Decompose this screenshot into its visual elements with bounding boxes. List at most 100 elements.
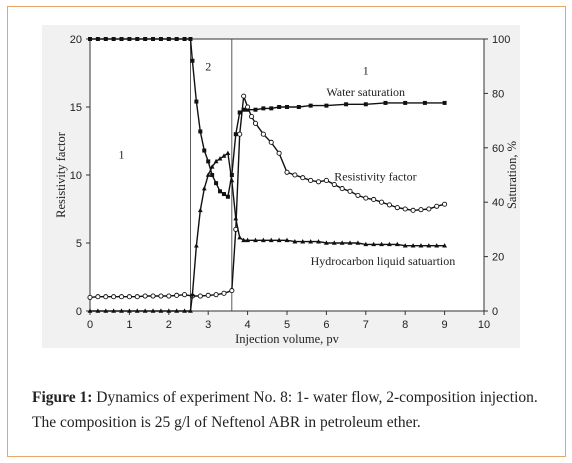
hydrocarbon-liquid-satuartion-point — [308, 239, 314, 244]
water-saturation-point — [229, 173, 234, 177]
hydrocarbon-liquid-satuartion-point — [119, 308, 124, 313]
hydrocarbon-liquid-satuartion-point — [276, 237, 282, 243]
water-saturation-point — [202, 148, 207, 153]
resistivity-factor-point — [252, 120, 259, 126]
resistivity-factor-point — [363, 195, 369, 201]
y-right-tick-label: 60 — [492, 143, 504, 155]
hydrocarbon-liquid-satuartion-point — [134, 308, 140, 313]
resistivity-factor-point — [434, 203, 440, 209]
y-right-tick-label: 20 — [492, 252, 504, 264]
resistivity-factor-point — [292, 172, 298, 178]
hydrocarbon-liquid-satuartion-point — [410, 243, 416, 248]
y-right-tick-label: 100 — [492, 34, 510, 46]
hydrocarbon-liquid-satuartion-point — [188, 308, 193, 313]
resistivity-factor-point — [260, 131, 266, 137]
figure-caption: Figure 1: Dynamics of experiment No. 8: … — [32, 385, 552, 435]
resistivity-factor-point — [300, 175, 306, 181]
hydrocarbon-liquid-satuartion-point — [418, 243, 424, 248]
resistivity-factor-point — [166, 293, 172, 299]
resistivity-factor-point — [402, 206, 408, 212]
hydrocarbon-liquid-satuartion-point — [87, 308, 93, 313]
hydrocarbon-liquid-satuartion-point — [221, 153, 227, 158]
plot-area — [89, 38, 485, 312]
water-saturation-point — [383, 100, 388, 105]
resistivity-factor-point — [276, 150, 282, 156]
resistivity-factor-point — [111, 294, 117, 300]
water-saturation-point — [277, 105, 282, 109]
resistivity-factor-point — [87, 294, 93, 300]
hydrocarbon-liquid-satuartion-point — [142, 308, 148, 313]
water-saturation-point — [182, 37, 187, 41]
y-left-tick-label: 10 — [70, 170, 82, 182]
resistivity-factor-point — [331, 181, 337, 188]
resistivity-factor-point — [339, 186, 345, 192]
resistivity-factor-point — [158, 293, 164, 299]
water-saturation-point — [403, 100, 408, 105]
resistivity-factor-point — [355, 192, 361, 198]
resistivity-factor-point — [386, 202, 392, 208]
water-saturation-point — [285, 105, 289, 109]
hydrocarbon-liquid-satuartion-point — [213, 158, 219, 164]
hydrocarbon-liquid-satuartion-point — [300, 239, 306, 244]
resistivity-factor-point — [268, 139, 274, 145]
y-left-tick-label: 0 — [76, 306, 82, 318]
water-saturation-point — [166, 37, 171, 41]
hydrocarbon-liquid-satuartion-point — [201, 186, 207, 191]
water-saturation-point — [269, 106, 274, 111]
water-saturation-point — [261, 106, 266, 111]
water-saturation-point — [188, 37, 193, 41]
resistivity-factor-point — [323, 177, 329, 183]
water-saturation-point — [214, 181, 219, 186]
y-right-axis-title: Saturation, % — [505, 141, 519, 209]
stage-label: 2 — [205, 59, 211, 73]
hydrocarbon-liquid-satuartion-point — [241, 237, 247, 243]
resistivity-factor-point — [394, 205, 400, 211]
hydrocarbon-liquid-satuartion-point — [355, 240, 361, 245]
hydrocarbon-liquid-satuartion-point — [402, 243, 408, 248]
hydrocarbon-liquid-satuartion-point — [150, 308, 156, 313]
x-tick-label: 2 — [166, 319, 172, 331]
water-saturation-point — [363, 102, 368, 107]
y-left-axis-title: Resistivity factor — [54, 131, 68, 218]
series-label: Hydrocarbon liquid satuartion — [311, 254, 456, 268]
x-tick-label: 10 — [478, 319, 490, 331]
resistivity-factor-point — [245, 104, 251, 110]
y-right-tick-label: 40 — [492, 197, 504, 209]
resistivity-factor-point — [213, 292, 219, 298]
hydrocarbon-liquid-satuartion-point — [394, 241, 400, 247]
hydrocarbon-liquid-satuartion-point — [442, 243, 447, 248]
hydrocarbon-liquid-satuartion-point — [103, 308, 109, 313]
hydrocarbon-liquid-satuartion-point — [324, 240, 329, 245]
water-saturation-point — [324, 103, 329, 108]
water-saturation-point — [88, 37, 92, 41]
water-saturation-point — [210, 173, 215, 177]
hydrocarbon-liquid-satuartion-point — [205, 172, 211, 177]
hydrocarbon-liquid-satuartion-point — [197, 207, 203, 213]
hydrocarbon-liquid-satuartion-point — [268, 237, 274, 243]
hydrocarbon-liquid-satuartion-point — [166, 308, 172, 313]
water-saturation-point — [95, 37, 100, 41]
x-tick-label: 6 — [323, 319, 329, 331]
resistivity-factor-point — [103, 294, 109, 300]
x-tick-label: 7 — [363, 319, 369, 331]
resistivity-factor-point — [315, 179, 322, 185]
water-saturation-point — [194, 99, 199, 104]
water-saturation-point — [151, 37, 156, 41]
x-tick-label: 0 — [87, 319, 93, 331]
water-saturation-point — [190, 58, 195, 63]
hydrocarbon-liquid-satuartion-point — [245, 237, 250, 243]
hydrocarbon-liquid-satuartion-point — [316, 239, 321, 244]
hydrocarbon-liquid-satuartion-point — [426, 243, 432, 248]
water-saturation-point — [442, 100, 447, 105]
y-right-tick-label: 0 — [492, 306, 498, 318]
water-saturation-point — [127, 37, 132, 41]
resistivity-factor-point — [182, 292, 188, 298]
hydrocarbon-liquid-satuartion-point — [331, 240, 337, 245]
hydrocarbon-liquid-satuartion-point — [158, 308, 164, 313]
water-saturation-point — [143, 37, 148, 41]
hydrocarbon-liquid-satuartion-point — [217, 156, 223, 161]
resistivity-factor-point — [410, 207, 416, 213]
water-saturation-point — [225, 194, 230, 199]
hydrocarbon-liquid-satuartion-point — [237, 234, 243, 240]
